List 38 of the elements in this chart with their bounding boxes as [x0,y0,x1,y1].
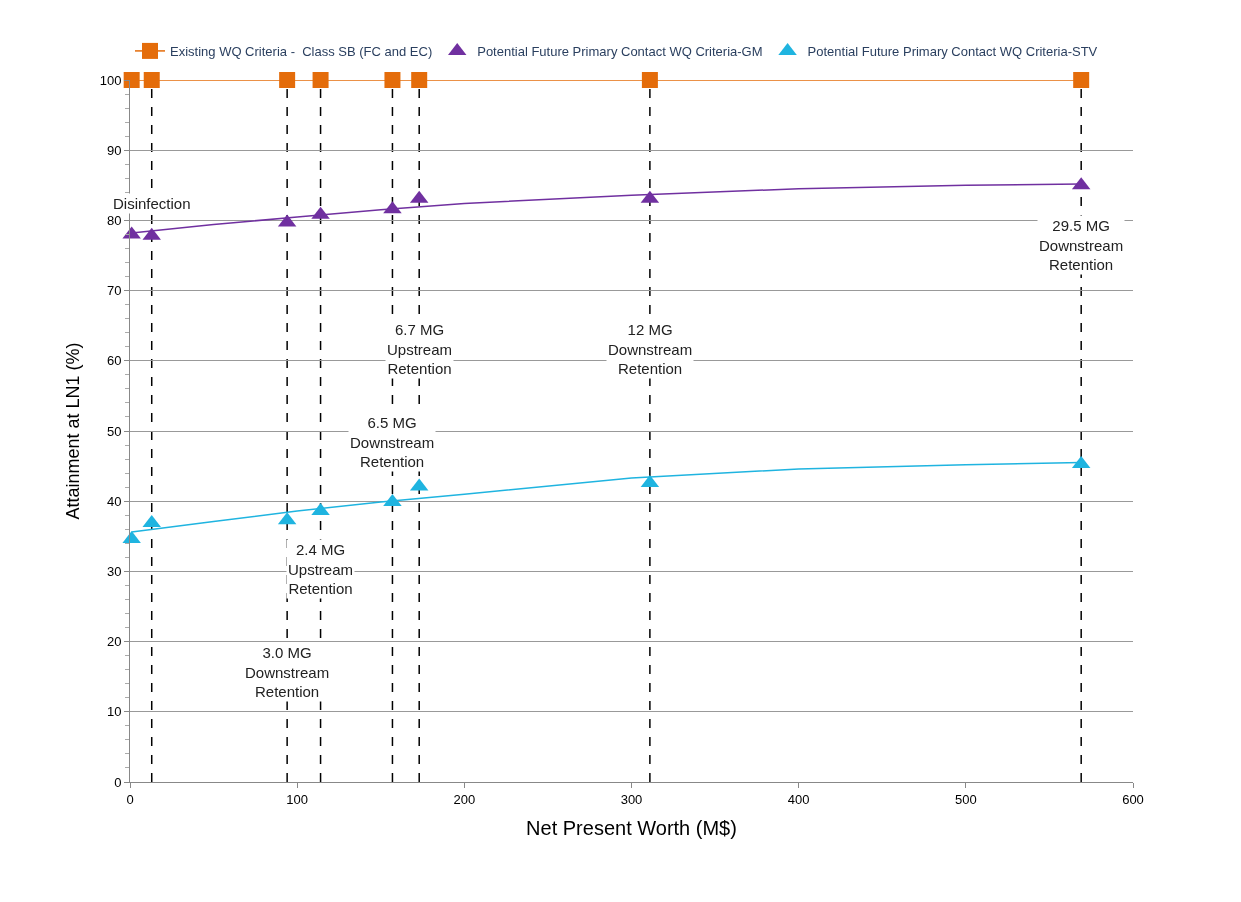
annotation: 12 MG Downstream Retention [608,321,693,377]
y-tick-label: 10 [106,704,122,720]
x-tick-label: 100 [286,791,309,807]
x-axis-title: Net Present Worth (M$) [526,817,737,840]
annotation: 6.7 MG Upstream Retention [387,321,453,377]
point [312,72,329,88]
y-tick-label: 0 [114,774,122,790]
annotation: 2.4 MG Upstream Retention [288,541,354,597]
y-tick-label: 60 [106,353,122,369]
point [279,72,296,88]
annotation: 3.0 MG Downstream Retention [245,644,330,700]
x-tick-label: 600 [1122,791,1144,807]
y-tick-label: 90 [106,142,122,158]
annotation: 29.5 MG Downstream Retention [1039,217,1124,273]
annotation: 6.5 MG Downstream Retention [350,414,435,470]
y-tick-label: 70 [106,283,122,299]
y-tick-label: 30 [106,563,122,579]
point [123,72,140,88]
point [411,72,428,88]
legend-label: Potential Future Primary Contact WQ Criteria-GM [477,43,763,59]
point [384,72,401,88]
y-tick-label: 40 [106,493,122,509]
y-tick-label: 20 [106,634,122,650]
y-tick-label: 100 [99,72,122,88]
point [1073,72,1090,88]
x-tick-label: 300 [620,791,643,807]
x-tick-label: 0 [126,791,134,807]
legend-label: Existing WQ Criteria - Class SB (FC and EC) [170,43,433,59]
x-tick-label: 500 [954,791,977,807]
x-tick-label: 200 [453,791,476,807]
point [143,72,160,88]
y-axis-title: Attainment at LN1 (%) [62,342,83,520]
y-tick-label: 80 [106,212,122,228]
y-tick-label: 50 [106,423,122,439]
x-tick-label: 400 [787,791,810,807]
annotation: Disinfection [113,195,191,212]
point [641,72,658,88]
legend-label: Potential Future Primary Contact WQ Criteria-STV [807,43,1098,59]
